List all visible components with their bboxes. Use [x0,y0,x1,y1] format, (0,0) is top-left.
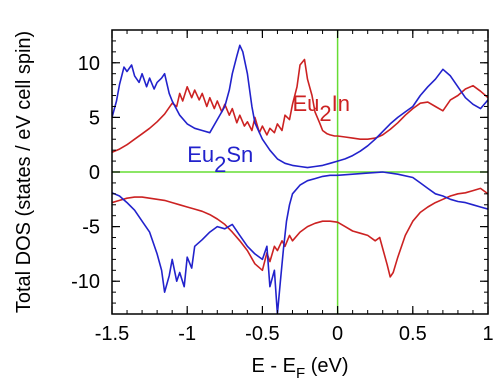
y-tick-label: 10 [78,53,100,75]
x-tick-label: -1.5 [95,323,129,345]
x-tick-label: 0 [332,323,343,345]
x-axis-label: E - EF (eV) [252,355,349,382]
series-annotation-eu2sn: Eu2Sn [187,142,253,177]
series-line-eu2in-down [112,187,488,278]
series-line-eu2sn-down [112,171,488,314]
series-line-eu2sn-up [112,44,488,169]
y-tick-label: 5 [89,107,100,129]
x-tick-label: -0.5 [245,323,279,345]
series-line-eu2in-up [112,58,488,154]
x-tick-label: 0.5 [399,323,427,345]
y-tick-label: -5 [82,217,100,239]
series-annotation-eu2in: Eu2In [292,91,350,126]
y-tick-label: -10 [71,271,100,293]
plot-area: -1.5 -1 -0.5 0 0.5 1 -10 -5 0 5 10 E - EF (eV) Total… [13,29,494,382]
series-group [112,44,488,314]
x-tick-label: -1 [178,323,196,345]
y-tick-label: 0 [89,162,100,184]
x-tick-label: 1 [482,323,493,345]
y-axis-label: Total DOS (states / eV cell spin) [13,31,35,313]
